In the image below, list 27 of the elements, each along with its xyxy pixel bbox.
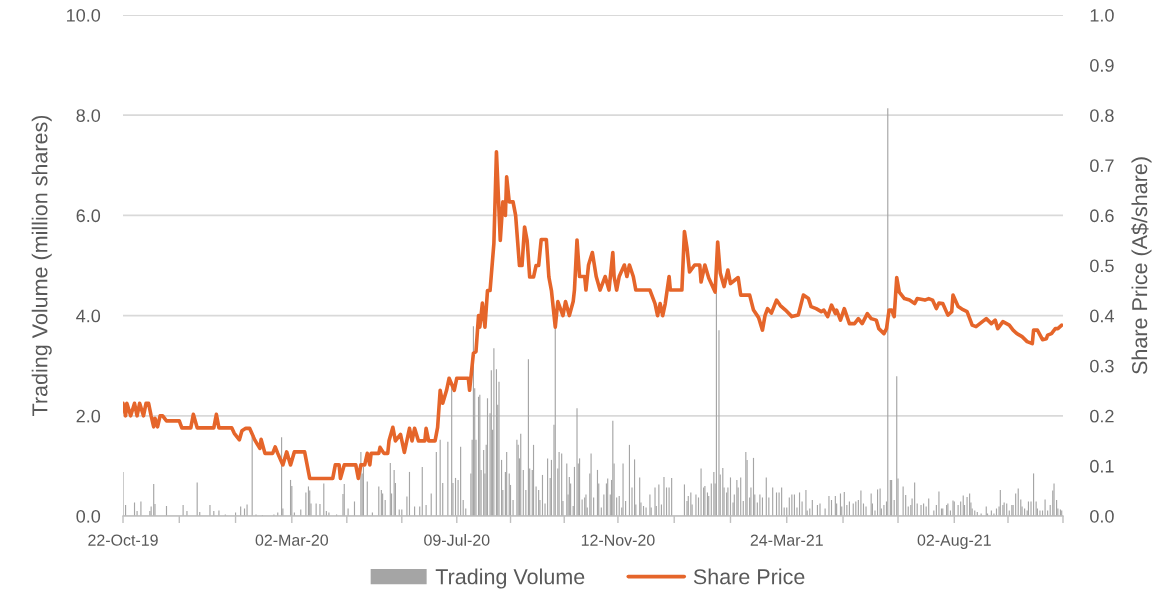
y2-axis-title: Share Price (A$/share) xyxy=(1131,157,1152,375)
y-tick-label: 2.0 xyxy=(76,409,101,423)
y-tick-label: 0.0 xyxy=(76,509,101,523)
y2-tick-label: 0.5 xyxy=(1090,259,1114,273)
x-tick-label: 24-Mar-21 xyxy=(750,534,823,546)
y2-tick-label: 0.9 xyxy=(1090,59,1114,72)
x-tick-label: 12-Nov-20 xyxy=(581,534,655,546)
y-tick-label: 4.0 xyxy=(76,309,101,323)
y2-tick-label: 0.0 xyxy=(1090,509,1114,523)
y2-tick-label: 0.2 xyxy=(1090,409,1114,423)
x-tick-label: 09-Jul-20 xyxy=(424,534,490,546)
y2-tick-label: 0.7 xyxy=(1090,159,1114,173)
y-tick-label: 10.0 xyxy=(67,8,101,22)
y2-tick-label: 0.6 xyxy=(1090,209,1114,223)
y2-tick-label: 0.3 xyxy=(1090,359,1114,373)
y-tick-label: 8.0 xyxy=(76,109,101,122)
x-tick-label: 22-Oct-19 xyxy=(88,534,158,546)
y-tick-label: 6.0 xyxy=(76,209,101,223)
x-tick-label: 02-Aug-21 xyxy=(917,534,991,549)
y2-tick-label: 0.8 xyxy=(1090,109,1114,122)
y2-tick-label: 0.4 xyxy=(1090,309,1114,323)
y-axis-title: Trading Volume (million shares) xyxy=(31,115,52,416)
legend-label: Share Price xyxy=(693,568,805,585)
y2-tick-label: 1.0 xyxy=(1090,8,1114,22)
x-tick-label: 02-Mar-20 xyxy=(255,534,329,546)
legend-label: Trading Volume xyxy=(435,568,585,589)
y2-tick-label: 0.1 xyxy=(1090,459,1114,473)
